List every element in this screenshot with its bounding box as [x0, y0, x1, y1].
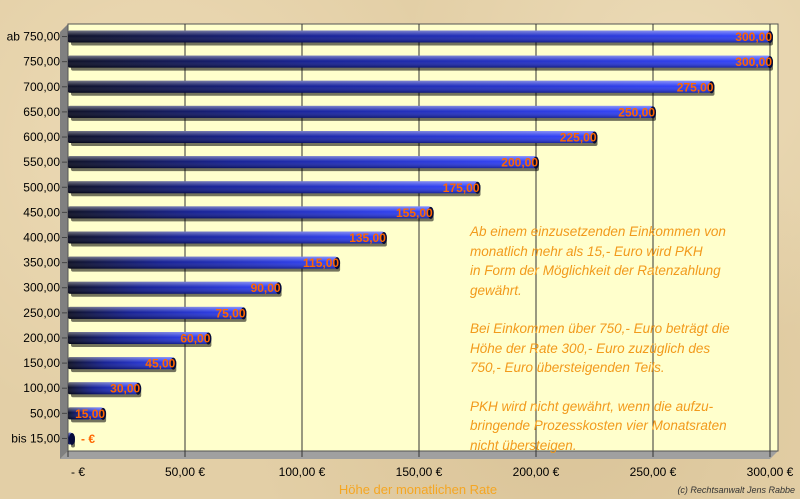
bar: [68, 382, 142, 398]
annotation-paragraph-2: Bei Einkommen über 750,- Euro beträgt di…: [470, 321, 730, 375]
x-tick-labels: - € 50,00 € 100,00 € 150,00 € 200,00 € 250,00…: [71, 465, 794, 479]
bar: [68, 281, 282, 297]
bar: [68, 256, 341, 272]
value-label: 200,00: [501, 156, 538, 170]
value-label: 300,00: [735, 30, 772, 44]
category-label: 350,00: [23, 256, 60, 270]
category-label: bis 15,00: [11, 431, 60, 445]
bar: [68, 131, 598, 147]
category-label: 50,00: [30, 406, 60, 420]
bars: 300,00 300,00 275,00 250,00 225,00 200,00 175,…: [68, 30, 773, 448]
value-label: 60,00: [180, 331, 210, 345]
x-tick-label: 150,00 €: [396, 465, 443, 479]
category-label: 300,00: [23, 281, 60, 295]
credit-text: (c) Rechtsanwalt Jens Rabbe: [677, 485, 795, 495]
category-label: 750,00: [23, 55, 60, 69]
value-label: 300,00: [735, 55, 772, 69]
value-label: 155,00: [396, 206, 433, 220]
value-label: 75,00: [215, 306, 245, 320]
category-label: 650,00: [23, 105, 60, 119]
x-tick-label: 300,00 €: [747, 465, 794, 479]
bar: [68, 331, 212, 347]
category-label: 600,00: [23, 130, 60, 144]
value-label: 30,00: [110, 382, 140, 396]
category-label: 450,00: [23, 205, 60, 219]
x-tick-label: 200,00 €: [513, 465, 560, 479]
annotation-paragraph-3: PKH wird nicht gewährt, wenn die aufzu- …: [470, 398, 727, 453]
value-label: - €: [81, 432, 95, 446]
category-label: 100,00: [23, 381, 60, 395]
category-label: ab 750,00: [7, 30, 61, 44]
category-labels: ab 750,00 750,00 700,00 650,00 600,00 550,00 5…: [7, 30, 61, 446]
value-label: 225,00: [560, 131, 597, 145]
x-tick-label: - €: [71, 465, 85, 479]
x-tick-label: 250,00 €: [630, 465, 677, 479]
annotation-paragraph-1: Ab einem einzusetzenden Einkommen von mo…: [470, 224, 726, 298]
plot-side-wall: [60, 24, 68, 459]
bar: [68, 432, 75, 448]
x-tick-label: 50,00 €: [165, 465, 205, 479]
x-axis-title: Höhe der monatlichen Rate: [339, 482, 497, 497]
value-label: 275,00: [677, 80, 714, 94]
bar: [68, 105, 656, 121]
x-tick-label: 100,00 €: [279, 465, 326, 479]
category-label: 550,00: [23, 155, 60, 169]
value-label: 15,00: [75, 407, 105, 421]
category-label: 700,00: [23, 80, 60, 94]
category-label: 150,00: [23, 356, 60, 370]
bar: [68, 306, 247, 322]
value-label: 45,00: [145, 357, 175, 371]
category-label: 400,00: [23, 231, 60, 245]
bar: [68, 206, 434, 222]
category-label: 500,00: [23, 180, 60, 194]
value-label: 90,00: [251, 281, 281, 295]
bar: [68, 357, 177, 373]
annotation-text-box: Ab einem einzusetzenden Einkommen von mo…: [470, 222, 770, 474]
value-label: 115,00: [303, 256, 339, 270]
bar: [68, 156, 539, 172]
category-label: 250,00: [23, 306, 60, 320]
bar: [68, 181, 481, 197]
category-label: 200,00: [23, 331, 60, 345]
bar: [68, 231, 387, 247]
value-label: 135,00: [349, 231, 386, 245]
bar: [68, 30, 773, 46]
bar: [68, 407, 107, 423]
value-label: 175,00: [443, 181, 480, 195]
bar: [68, 80, 715, 96]
value-label: 250,00: [618, 105, 655, 119]
bar: [68, 55, 773, 71]
